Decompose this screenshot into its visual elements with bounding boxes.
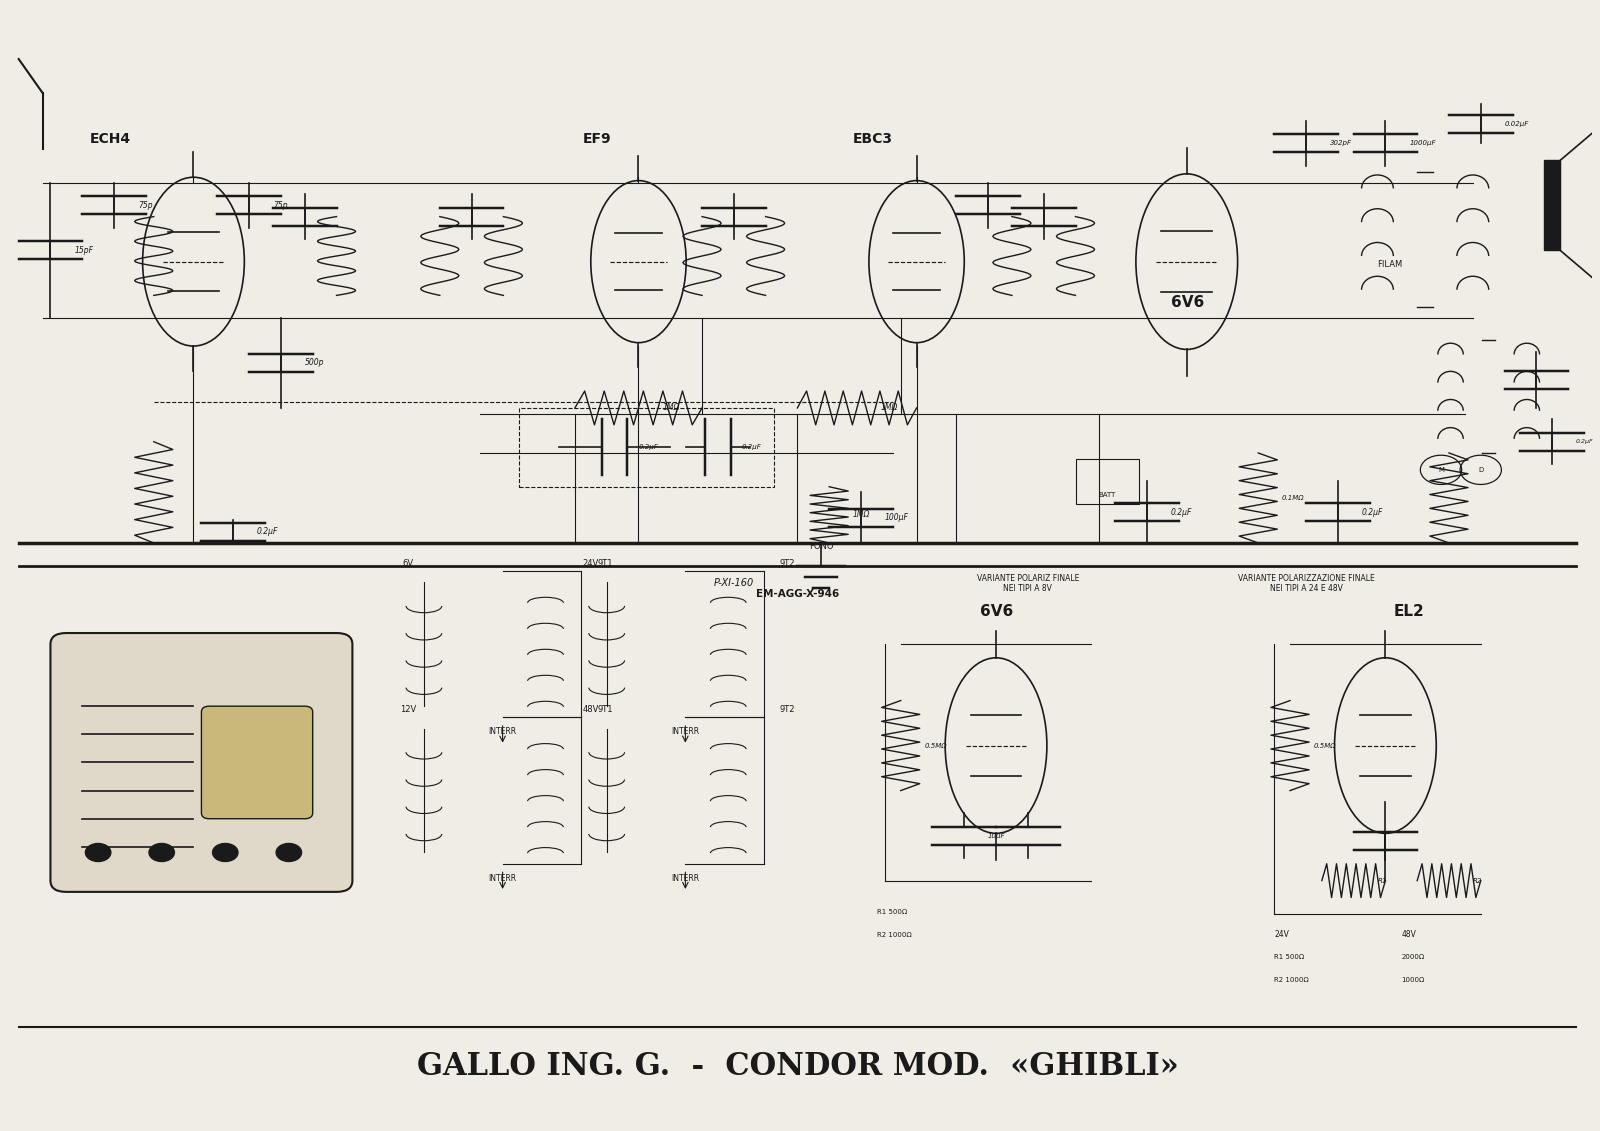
Text: 0.2μF: 0.2μF (258, 527, 278, 536)
Text: 0.2μF: 0.2μF (1362, 508, 1382, 517)
Text: INTERR: INTERR (488, 727, 517, 736)
Text: R1 500Ω: R1 500Ω (877, 909, 907, 915)
Text: INTERR: INTERR (488, 873, 517, 882)
Text: 1MΩ: 1MΩ (882, 404, 898, 413)
Text: EM-AGG-X-946: EM-AGG-X-946 (755, 589, 838, 599)
Text: 100μF: 100μF (885, 513, 909, 523)
Text: 500p: 500p (304, 359, 325, 368)
Text: 12V: 12V (400, 705, 416, 714)
Text: INTERR: INTERR (672, 873, 699, 882)
Text: R1 500Ω: R1 500Ω (1274, 955, 1304, 960)
Text: 1000μF: 1000μF (1410, 140, 1435, 146)
Text: VARIANTE POLARIZ FINALE
NEI TIPI A 8V: VARIANTE POLARIZ FINALE NEI TIPI A 8V (976, 575, 1078, 594)
Text: 0.2μF: 0.2μF (1171, 508, 1192, 517)
Text: 48V: 48V (582, 705, 598, 714)
Text: 1MΩ: 1MΩ (853, 510, 870, 519)
Text: 0.5MΩ: 0.5MΩ (1314, 743, 1336, 749)
Text: 75p: 75p (138, 201, 152, 210)
Text: EBC3: EBC3 (853, 132, 893, 146)
Text: 9T1: 9T1 (597, 559, 613, 568)
Text: M: M (1438, 467, 1445, 473)
Text: R2 1000Ω: R2 1000Ω (1274, 977, 1309, 983)
Text: 9T1: 9T1 (597, 705, 613, 714)
Bar (1075, 458, 1139, 503)
FancyBboxPatch shape (202, 706, 312, 819)
Text: 48V: 48V (1402, 930, 1416, 939)
Text: 0.5MΩ: 0.5MΩ (925, 743, 947, 749)
Text: ECH4: ECH4 (90, 132, 131, 146)
Text: 9T2: 9T2 (779, 559, 795, 568)
Text: FILAM: FILAM (1378, 260, 1403, 269)
Text: 75p: 75p (274, 201, 288, 210)
Text: 0.2μF: 0.2μF (638, 444, 658, 450)
Text: EL2: EL2 (1394, 604, 1424, 619)
Text: 24V: 24V (582, 559, 598, 568)
Text: 1000Ω: 1000Ω (1402, 977, 1424, 983)
Text: 2000Ω: 2000Ω (1402, 955, 1424, 960)
Text: R1: R1 (1378, 878, 1387, 883)
Text: BATT: BATT (1099, 492, 1115, 498)
Text: 0.2μF: 0.2μF (742, 444, 762, 450)
Circle shape (85, 844, 110, 862)
FancyBboxPatch shape (51, 633, 352, 892)
Text: 0.02μF: 0.02μF (1504, 121, 1530, 127)
Text: R2: R2 (1474, 878, 1482, 883)
Text: 9T2: 9T2 (779, 705, 795, 714)
Text: 6V: 6V (403, 559, 413, 568)
Text: 15pF: 15pF (74, 245, 93, 254)
Text: EF9: EF9 (582, 132, 611, 146)
Text: INTERR: INTERR (672, 727, 699, 736)
Text: VARIANTE POLARIZZAZIONE FINALE
NEI TIPI A 24 E 48V: VARIANTE POLARIZZAZIONE FINALE NEI TIPI … (1237, 575, 1374, 594)
Circle shape (277, 844, 301, 862)
Text: 6V6: 6V6 (981, 604, 1013, 619)
Text: 24V: 24V (1274, 930, 1290, 939)
Text: R2 1000Ω: R2 1000Ω (877, 932, 912, 938)
Text: 0.1MΩ: 0.1MΩ (1282, 495, 1304, 501)
Text: FONO: FONO (810, 542, 834, 551)
Text: 6V6: 6V6 (1171, 295, 1205, 310)
Text: D: D (1478, 467, 1483, 473)
Text: P-XI-160: P-XI-160 (714, 578, 754, 588)
Circle shape (149, 844, 174, 862)
Text: 302pF: 302pF (1330, 140, 1352, 146)
Text: 10μF: 10μF (989, 832, 1005, 838)
Text: GALLO ING. G.  -  CONDOR MOD.  «GHIBLI»: GALLO ING. G. - CONDOR MOD. «GHIBLI» (416, 1051, 1178, 1082)
Circle shape (213, 844, 238, 862)
Text: 0.2μF: 0.2μF (1576, 439, 1594, 444)
Bar (1544, 161, 1560, 250)
Text: 1MΩ: 1MΩ (662, 404, 680, 413)
